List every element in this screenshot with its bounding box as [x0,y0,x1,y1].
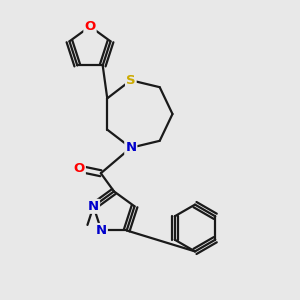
Text: O: O [74,162,85,175]
Text: N: N [96,224,107,237]
Text: S: S [126,74,136,87]
Text: N: N [125,141,136,154]
Text: O: O [84,20,96,33]
Text: N: N [88,200,99,213]
